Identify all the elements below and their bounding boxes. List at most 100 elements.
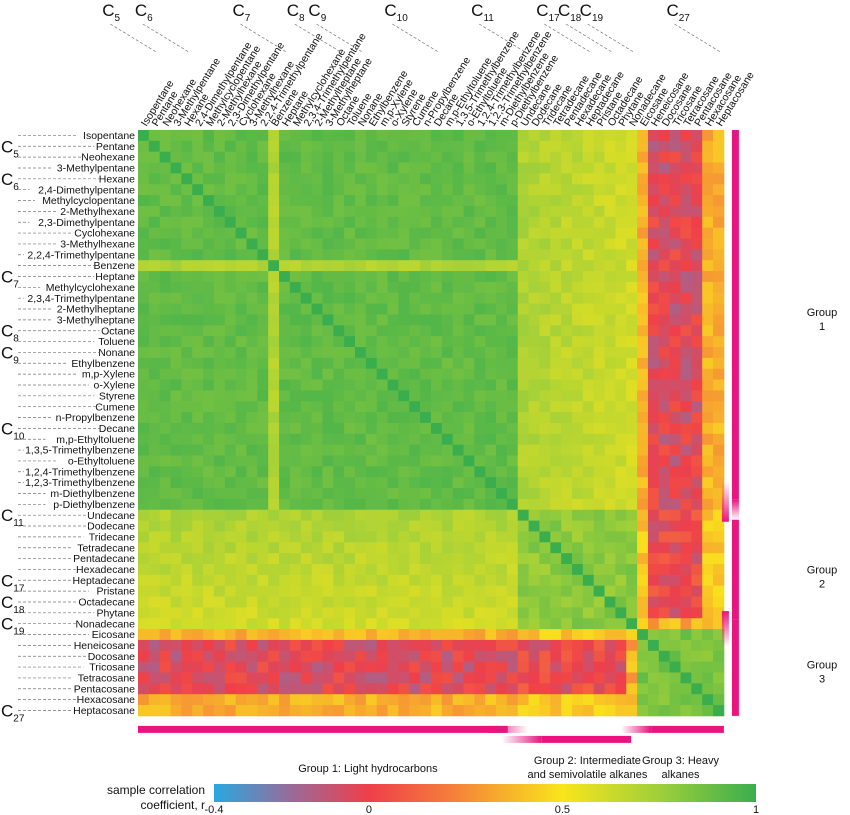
heatmap-cell xyxy=(289,379,302,391)
heatmap-cell xyxy=(279,531,291,543)
heatmap-cell xyxy=(702,390,714,402)
heatmap-cell xyxy=(257,661,269,673)
heatmap-cell xyxy=(203,347,215,359)
heatmap-cell xyxy=(279,661,291,673)
heatmap-cell xyxy=(604,607,616,619)
heatmap-cell xyxy=(203,281,215,294)
heatmap-cell xyxy=(637,488,649,500)
heatmap-cell xyxy=(658,618,671,630)
heatmap-cell xyxy=(702,661,714,673)
heatmap-cell xyxy=(582,694,595,706)
heatmap-cell xyxy=(344,607,356,619)
heatmap-cell xyxy=(268,661,280,673)
heatmap-cell xyxy=(148,390,161,402)
heatmap-cell xyxy=(355,553,367,565)
heatmap-cell xyxy=(539,173,551,185)
row-label: p-Diethylbenzene xyxy=(53,499,135,511)
heatmap-cell xyxy=(387,596,399,608)
heatmap-cell xyxy=(235,683,247,695)
heatmap-cell xyxy=(192,140,204,153)
heatmap-cell xyxy=(572,477,584,489)
heatmap-cell xyxy=(713,347,725,359)
heatmap-cell xyxy=(376,683,388,695)
heatmap-cell xyxy=(289,357,302,370)
heatmap-cell xyxy=(289,130,302,142)
heatmap-cell xyxy=(474,401,486,413)
heatmap-cell xyxy=(311,412,323,424)
heatmap-cell xyxy=(550,531,562,543)
heatmap-cell xyxy=(387,574,399,587)
heatmap-cell xyxy=(376,574,388,587)
heatmap-cell xyxy=(365,650,378,663)
heatmap-cell xyxy=(582,173,595,185)
heatmap-cell xyxy=(224,672,237,684)
heatmap-cell xyxy=(528,455,540,467)
heatmap-cell xyxy=(159,466,171,478)
heatmap-cell xyxy=(528,574,540,587)
heatmap-cell xyxy=(246,325,258,337)
heatmap-cell xyxy=(387,281,399,294)
heatmap-cell xyxy=(637,585,649,597)
heatmap-cell xyxy=(322,618,334,630)
row-label: 2-Methylheptane xyxy=(57,304,135,316)
heatmap-cell xyxy=(658,466,671,478)
heatmap-cell xyxy=(322,184,334,196)
heatmap-cell xyxy=(680,542,692,554)
group-label-right-number: 2 xyxy=(819,578,825,590)
heatmap-cell xyxy=(224,249,237,261)
heatmap-cell xyxy=(691,303,703,315)
heatmap-cell xyxy=(224,325,237,337)
heatmap-cell xyxy=(311,347,323,359)
heatmap-cell xyxy=(420,260,432,272)
heatmap-cell xyxy=(702,205,714,218)
heatmap-cell xyxy=(159,249,171,261)
heatmap-cell xyxy=(593,357,605,370)
heatmap-cell xyxy=(485,412,497,424)
heatmap-cell xyxy=(561,292,573,304)
heatmap-cell xyxy=(604,531,616,543)
heatmap-cell xyxy=(637,162,649,174)
heatmap-cell xyxy=(235,596,247,608)
heatmap-cell xyxy=(561,477,573,489)
heatmap-cell xyxy=(506,509,519,521)
heatmap-cell xyxy=(224,238,237,250)
heatmap-cell xyxy=(300,390,312,402)
heatmap-cell xyxy=(669,314,681,326)
heatmap-cell xyxy=(300,488,312,500)
heatmap-cell xyxy=(691,314,703,326)
heatmap-cell xyxy=(506,477,519,489)
heatmap-cell xyxy=(138,542,150,554)
heatmap-cell xyxy=(289,325,302,337)
heatmap-cell xyxy=(539,249,551,261)
heatmap-cell xyxy=(279,140,291,153)
heatmap-cell xyxy=(441,422,454,435)
heatmap-cell xyxy=(289,618,302,630)
heatmap-cell xyxy=(517,650,529,663)
heatmap-cell xyxy=(474,238,486,250)
heatmap-cell xyxy=(680,249,692,261)
heatmap-cell xyxy=(474,260,486,272)
heatmap-cell xyxy=(224,130,237,142)
heatmap-cell xyxy=(246,585,258,597)
heatmap-cell xyxy=(593,596,605,608)
heatmap-cell xyxy=(376,151,388,163)
row-label: 3-Methylpentane xyxy=(57,163,135,175)
heatmap-cell xyxy=(224,694,237,706)
heatmap-cell xyxy=(626,596,638,608)
heatmap-cell xyxy=(387,390,399,402)
row-label: Heneicosane xyxy=(74,640,135,652)
heatmap-cell xyxy=(398,325,410,337)
heatmap-cell xyxy=(658,553,671,565)
heatmap-cell xyxy=(506,672,519,684)
heatmap-cell xyxy=(485,238,497,250)
heatmap-cell xyxy=(637,379,649,391)
heatmap-cell xyxy=(203,216,215,229)
row-label: Cumene xyxy=(95,401,135,413)
heatmap-cell xyxy=(452,195,464,207)
heatmap-cell xyxy=(474,705,486,717)
heatmap-cell xyxy=(279,390,291,402)
heatmap-cell xyxy=(138,390,150,402)
group-2-3-overlap xyxy=(721,611,729,648)
heatmap-cell xyxy=(658,661,671,673)
heatmap-cell xyxy=(333,292,345,304)
